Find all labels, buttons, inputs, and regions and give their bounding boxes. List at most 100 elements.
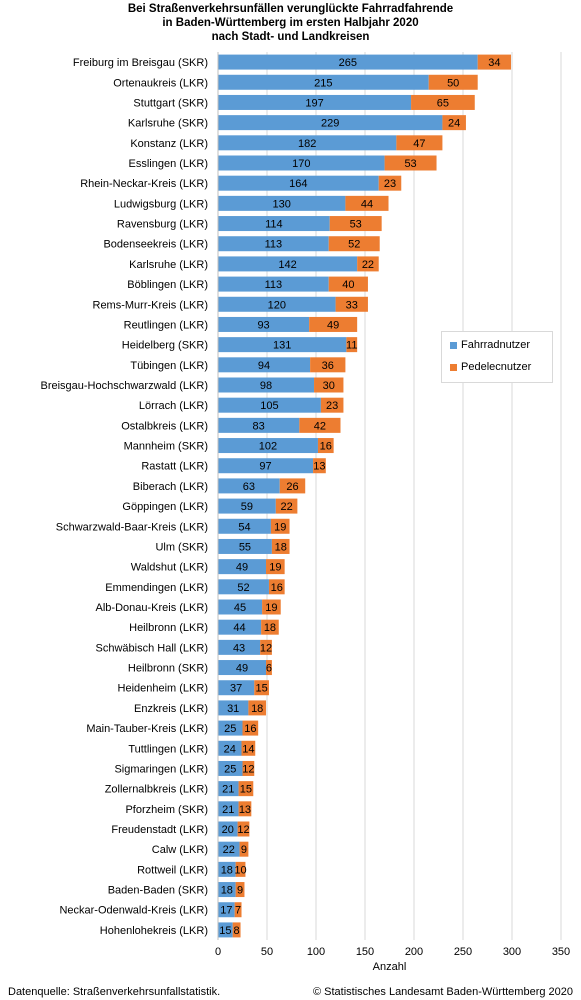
data-label-fahrradnutzer: 17 <box>220 905 232 917</box>
data-label-fahrradnutzer: 25 <box>224 763 236 775</box>
data-label-fahrradnutzer: 131 <box>273 340 291 352</box>
data-label-pedelecnutzer: 42 <box>314 420 326 432</box>
bar-pedelecnutzer <box>234 902 242 918</box>
data-label-pedelecnutzer: 13 <box>313 461 325 473</box>
category-label: Esslingen (LKR) <box>129 158 208 170</box>
bar-pedelecnutzer <box>384 155 437 171</box>
bar-fahrradnutzer <box>218 94 412 110</box>
category-label: Schwäbisch Hall (LKR) <box>96 642 208 654</box>
bar-pedelecnutzer <box>411 94 475 110</box>
data-label-fahrradnutzer: 215 <box>314 77 332 89</box>
data-label-fahrradnutzer: 31 <box>227 703 239 715</box>
bar-pedelecnutzer <box>320 397 344 413</box>
data-label-pedelecnutzer: 50 <box>447 77 459 89</box>
bar-fahrradnutzer <box>218 276 329 292</box>
data-label-fahrradnutzer: 49 <box>236 562 248 574</box>
category-label: Freiburg im Breisgau (SKR) <box>73 57 208 69</box>
data-label-pedelecnutzer: 47 <box>413 138 425 150</box>
x-tick-label: 100 <box>307 946 325 958</box>
data-label-fahrradnutzer: 197 <box>305 97 323 109</box>
data-label-fahrradnutzer: 44 <box>233 622 245 634</box>
category-label: Lörrach (LKR) <box>139 400 208 412</box>
bar-pedelecnutzer <box>262 599 281 615</box>
category-label: Tuttlingen (LKR) <box>128 743 208 755</box>
bar-fahrradnutzer <box>218 458 314 474</box>
bar-fahrradnutzer <box>218 660 267 676</box>
category-label: Ortenaukreis (LKR) <box>113 77 208 89</box>
category-label: Heilbronn (LKR) <box>129 622 208 634</box>
bar-pedelecnutzer <box>442 115 466 131</box>
bar-pedelecnutzer <box>279 478 306 494</box>
bar-fahrradnutzer <box>218 155 385 171</box>
category-label: Main-Tauber-Kreis (LKR) <box>86 723 208 735</box>
data-label-pedelecnutzer: 14 <box>242 743 254 755</box>
bar-fahrradnutzer <box>218 861 236 877</box>
data-label-fahrradnutzer: 105 <box>260 400 278 412</box>
bar-pedelecnutzer <box>357 256 379 272</box>
data-label-pedelecnutzer: 7 <box>235 905 241 917</box>
data-label-pedelecnutzer: 53 <box>350 219 362 231</box>
category-label: Biberach (LKR) <box>133 481 208 493</box>
data-label-pedelecnutzer: 18 <box>264 622 276 634</box>
bar-pedelecnutzer <box>270 518 290 534</box>
bar-pedelecnutzer <box>335 296 368 312</box>
bar-fahrradnutzer <box>218 115 443 131</box>
legend-label-fahrradnutzer: Fahrradnutzer <box>461 339 531 351</box>
category-label: Göppingen (LKR) <box>122 501 208 513</box>
legend-swatch-pedelecnutzer <box>450 363 457 371</box>
data-label-pedelecnutzer: 30 <box>323 380 335 392</box>
bar-pedelecnutzer <box>346 337 358 353</box>
data-label-fahrradnutzer: 98 <box>260 380 272 392</box>
data-label-fahrradnutzer: 18 <box>221 864 233 876</box>
bar-pedelecnutzer <box>242 720 259 736</box>
bar-pedelecnutzer <box>396 135 443 151</box>
bar-fahrradnutzer <box>218 579 269 595</box>
data-label-pedelecnutzer: 65 <box>437 97 449 109</box>
data-label-fahrradnutzer: 55 <box>239 541 251 553</box>
data-label-fahrradnutzer: 21 <box>222 804 234 816</box>
bar-pedelecnutzer <box>268 579 285 595</box>
category-label: Mannheim (SKR) <box>124 441 208 453</box>
legend-label-pedelecnutzer: Pedelecnutzer <box>461 361 532 373</box>
legend-item-pedelecnutzer: Pedelecnutzer <box>450 361 531 373</box>
x-tick-label: 350 <box>552 946 570 958</box>
bar-pedelecnutzer <box>254 680 269 696</box>
category-label: Karlsruhe (LKR) <box>129 259 208 271</box>
bar-fahrradnutzer <box>218 619 262 635</box>
legend-swatch-fahrradnutzer <box>450 341 457 349</box>
data-label-pedelecnutzer: 53 <box>404 158 416 170</box>
footer-copyright: © Statistisches Landesamt Baden-Württemb… <box>312 986 573 998</box>
data-label-pedelecnutzer: 49 <box>327 319 339 331</box>
data-label-pedelecnutzer: 16 <box>244 723 256 735</box>
data-label-pedelecnutzer: 9 <box>237 885 243 897</box>
data-label-fahrradnutzer: 164 <box>289 178 307 190</box>
bar-pedelecnutzer <box>235 882 245 898</box>
data-label-fahrradnutzer: 142 <box>278 259 296 271</box>
x-tick-label: 300 <box>503 946 521 958</box>
category-label: Heidenheim (LKR) <box>118 683 208 695</box>
data-label-fahrradnutzer: 24 <box>224 743 236 755</box>
data-label-pedelecnutzer: 15 <box>255 683 267 695</box>
data-label-fahrradnutzer: 113 <box>265 239 283 251</box>
chart-title-line-2: in Baden-Württemberg im ersten Halbjahr … <box>162 17 419 29</box>
category-label: Tübingen (LKR) <box>130 360 208 372</box>
data-label-pedelecnutzer: 33 <box>346 299 358 311</box>
data-label-fahrradnutzer: 59 <box>241 501 253 513</box>
bar-pedelecnutzer <box>239 841 249 857</box>
bar-fahrradnutzer <box>218 821 238 837</box>
bar-pedelecnutzer <box>310 357 346 373</box>
bar-pedelecnutzer <box>238 781 254 797</box>
data-label-pedelecnutzer: 18 <box>251 703 263 715</box>
data-label-fahrradnutzer: 94 <box>258 360 270 372</box>
data-label-fahrradnutzer: 83 <box>253 420 265 432</box>
data-label-fahrradnutzer: 229 <box>321 118 339 130</box>
bar-fahrradnutzer <box>218 781 239 797</box>
data-label-fahrradnutzer: 21 <box>222 784 234 796</box>
x-tick-label: 50 <box>261 946 273 958</box>
category-label: Karlsruhe (SKR) <box>128 118 208 130</box>
bar-fahrradnutzer <box>218 74 429 90</box>
bar-pedelecnutzer <box>317 438 334 454</box>
chart-title-line-3: nach Stadt- und Landkreisen <box>211 31 370 43</box>
category-label: Calw (LKR) <box>152 844 208 856</box>
data-label-fahrradnutzer: 170 <box>292 158 310 170</box>
